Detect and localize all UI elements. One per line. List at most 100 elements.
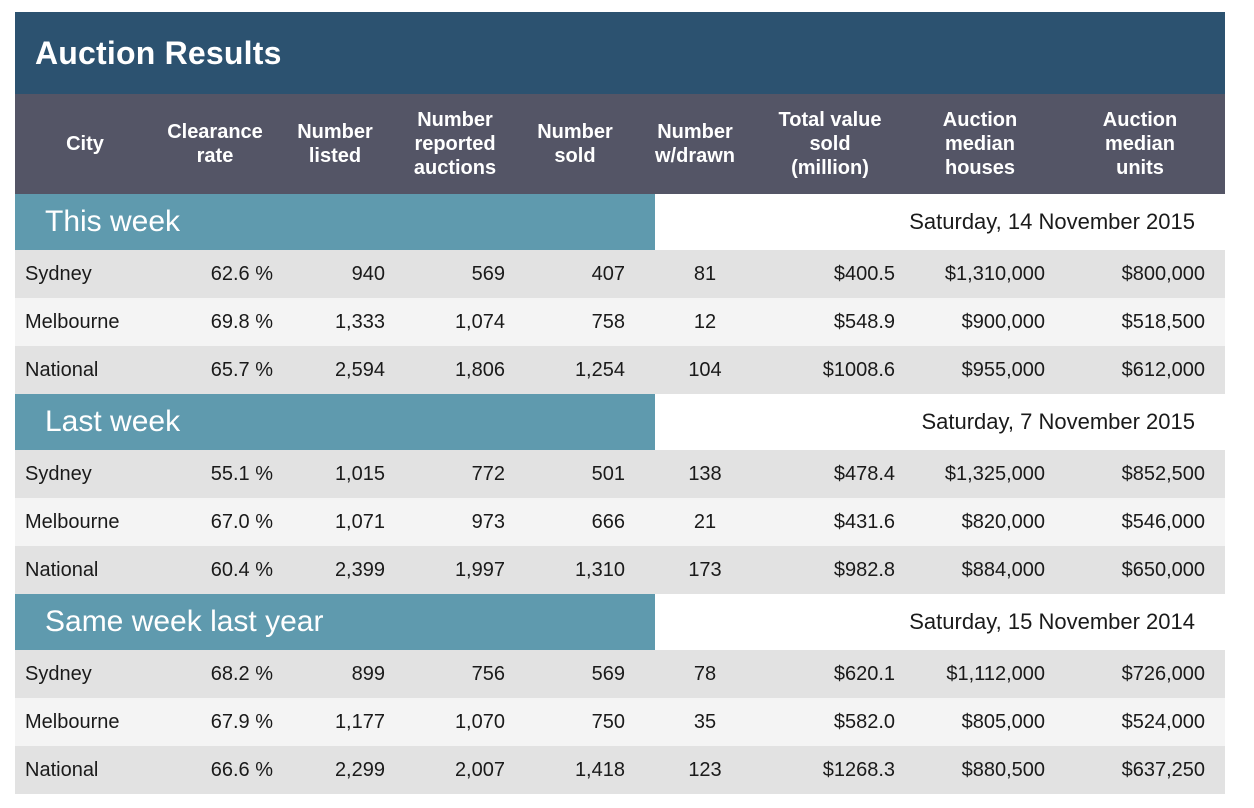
number-sold-cell: 1,418 [574, 758, 625, 781]
table-row: Melbourne 67.0 % 1,071 973 666 21 $431.6… [15, 498, 1225, 546]
column-header-city: City [66, 133, 104, 155]
table-row: Sydney 62.6 % 940 569 407 81 $400.5 $1,3… [15, 250, 1225, 298]
number-listed-cell: 2,399 [334, 558, 385, 581]
total-value-cell: $431.6 [833, 510, 895, 533]
number-sold-cell: 750 [591, 710, 625, 733]
median-houses-cell: $955,000 [961, 358, 1045, 381]
clearance-rate-cell: 65.7 % [210, 358, 273, 381]
section-header-same-week-last-year: Same week last year Saturday, 15 Novembe… [15, 594, 1225, 650]
clearance-rate-cell: 67.0 % [210, 510, 273, 533]
total-value-cell: $400.5 [833, 262, 895, 285]
column-header-number-listed: Number listed [297, 121, 373, 167]
withdrawn-cell: 35 [693, 710, 717, 733]
table-row: Melbourne 67.9 % 1,177 1,070 750 35 $582… [15, 698, 1225, 746]
clearance-rate-cell: 62.6 % [210, 262, 273, 285]
number-listed-cell: 2,299 [334, 758, 385, 781]
clearance-rate-cell: 67.9 % [210, 710, 273, 733]
median-houses-cell: $805,000 [961, 710, 1045, 733]
withdrawn-cell: 78 [693, 662, 717, 685]
total-value-cell: $982.8 [833, 558, 895, 581]
reported-auctions-cell: 2,007 [454, 758, 505, 781]
median-houses-cell: $900,000 [961, 310, 1045, 333]
reported-auctions-cell: 569 [471, 262, 505, 285]
median-units-cell: $546,000 [1121, 510, 1205, 533]
table-row: National 65.7 % 2,594 1,806 1,254 104 $1… [15, 346, 1225, 394]
withdrawn-cell: 173 [688, 558, 722, 581]
reported-auctions-cell: 1,997 [454, 558, 505, 581]
clearance-rate-cell: 55.1 % [210, 462, 273, 485]
number-listed-cell: 940 [351, 262, 385, 285]
column-header-median-units: Auction median units [1102, 109, 1178, 179]
city-cell: Melbourne [25, 310, 120, 333]
number-sold-cell: 758 [591, 310, 625, 333]
total-value-cell: $548.9 [833, 310, 895, 333]
clearance-rate-cell: 68.2 % [210, 662, 273, 685]
city-cell: Sydney [25, 662, 92, 685]
median-units-cell: $518,500 [1121, 310, 1205, 333]
column-header-withdrawn: Number w/drawn [654, 121, 735, 167]
city-cell: Sydney [25, 462, 92, 485]
number-listed-cell: 1,177 [334, 710, 385, 733]
number-sold-cell: 666 [591, 510, 625, 533]
section-label: Last week [15, 394, 655, 450]
table-row: Sydney 68.2 % 899 756 569 78 $620.1 $1,1… [15, 650, 1225, 698]
table-title: Auction Results [35, 34, 282, 71]
section-date: Saturday, 15 November 2014 [655, 594, 1225, 650]
city-cell: National [25, 358, 99, 381]
withdrawn-cell: 21 [693, 510, 717, 533]
table-row: National 66.6 % 2,299 2,007 1,418 123 $1… [15, 746, 1225, 794]
section-date: Saturday, 14 November 2015 [655, 194, 1225, 250]
reported-auctions-cell: 1,074 [454, 310, 505, 333]
auction-results-table: Auction Results City Clearance rate Numb… [15, 12, 1225, 794]
median-units-cell: $650,000 [1121, 558, 1205, 581]
reported-auctions-cell: 756 [471, 662, 505, 685]
withdrawn-cell: 138 [688, 462, 722, 485]
column-header-reported-auctions: Number reported auctions [413, 109, 497, 179]
median-houses-cell: $880,500 [961, 758, 1045, 781]
median-units-cell: $524,000 [1121, 710, 1205, 733]
median-units-cell: $612,000 [1121, 358, 1205, 381]
reported-auctions-cell: 973 [471, 510, 505, 533]
reported-auctions-cell: 1,806 [454, 358, 505, 381]
column-header-clearance-rate: Clearance rate [167, 121, 263, 167]
city-cell: Melbourne [25, 710, 120, 733]
city-cell: National [25, 758, 99, 781]
median-houses-cell: $1,112,000 [946, 662, 1045, 685]
median-houses-cell: $820,000 [961, 510, 1045, 533]
withdrawn-cell: 123 [688, 758, 722, 781]
number-sold-cell: 501 [591, 462, 625, 485]
number-sold-cell: 1,254 [574, 358, 625, 381]
number-listed-cell: 2,594 [334, 358, 385, 381]
reported-auctions-cell: 772 [471, 462, 505, 485]
title-bar: Auction Results [15, 12, 1225, 94]
column-header-row: City Clearance rate Number listed Number… [15, 94, 1225, 194]
clearance-rate-cell: 69.8 % [210, 310, 273, 333]
total-value-cell: $478.4 [833, 462, 895, 485]
section-date: Saturday, 7 November 2015 [655, 394, 1225, 450]
median-houses-cell: $1,310,000 [944, 262, 1045, 285]
section-label: Same week last year [15, 594, 655, 650]
number-sold-cell: 1,310 [574, 558, 625, 581]
table-row: National 60.4 % 2,399 1,997 1,310 173 $9… [15, 546, 1225, 594]
total-value-cell: $1268.3 [822, 758, 895, 781]
clearance-rate-cell: 66.6 % [210, 758, 273, 781]
withdrawn-cell: 81 [693, 262, 717, 285]
total-value-cell: $582.0 [833, 710, 895, 733]
column-header-total-value: Total value sold (million) [778, 109, 882, 179]
withdrawn-cell: 12 [693, 310, 717, 333]
city-cell: National [25, 558, 99, 581]
number-listed-cell: 1,015 [334, 462, 385, 485]
city-cell: Sydney [25, 262, 92, 285]
section-header-this-week: This week Saturday, 14 November 2015 [15, 194, 1225, 250]
table-row: Sydney 55.1 % 1,015 772 501 138 $478.4 $… [15, 450, 1225, 498]
number-listed-cell: 1,333 [334, 310, 385, 333]
median-houses-cell: $884,000 [961, 558, 1045, 581]
number-listed-cell: 899 [351, 662, 385, 685]
withdrawn-cell: 104 [688, 358, 722, 381]
number-listed-cell: 1,071 [334, 510, 385, 533]
section-label: This week [15, 194, 655, 250]
median-units-cell: $637,250 [1121, 758, 1205, 781]
median-units-cell: $852,500 [1121, 462, 1205, 485]
total-value-cell: $1008.6 [822, 358, 895, 381]
clearance-rate-cell: 60.4 % [210, 558, 273, 581]
